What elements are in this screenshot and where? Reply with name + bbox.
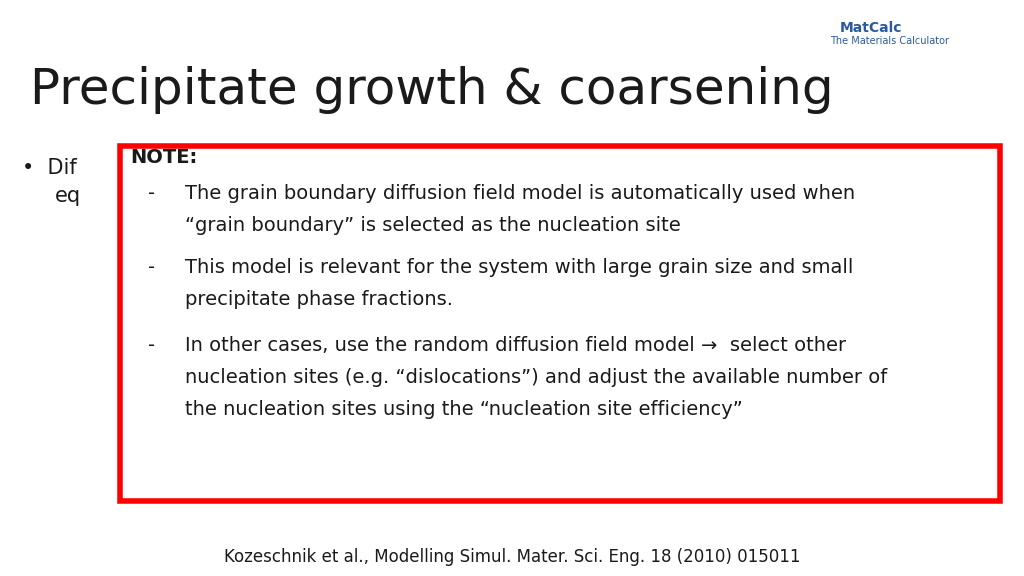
Text: MatCalc: MatCalc [840, 21, 902, 35]
Text: -: - [148, 258, 155, 277]
Text: Precipitate growth & coarsening: Precipitate growth & coarsening [30, 66, 834, 114]
Text: -: - [148, 184, 155, 203]
Text: In other cases, use the random diffusion field model →  select other: In other cases, use the random diffusion… [185, 336, 846, 355]
Text: -: - [148, 336, 155, 355]
Text: Kozeschnik et al., Modelling Simul. Mater. Sci. Eng. 18 (2010) 015011: Kozeschnik et al., Modelling Simul. Mate… [224, 548, 800, 566]
Text: The grain boundary diffusion field model is automatically used when: The grain boundary diffusion field model… [185, 184, 855, 203]
Text: “grain boundary” is selected as the nucleation site: “grain boundary” is selected as the nucl… [185, 216, 681, 235]
Text: nucleation sites (e.g. “dislocations”) and adjust the available number of: nucleation sites (e.g. “dislocations”) a… [185, 368, 887, 387]
Text: NOTE:: NOTE: [130, 148, 198, 167]
Text: eq: eq [55, 186, 81, 206]
Text: •  Dif: • Dif [22, 158, 77, 178]
Text: precipitate phase fractions.: precipitate phase fractions. [185, 290, 453, 309]
FancyBboxPatch shape [120, 146, 1000, 501]
Text: the nucleation sites using the “nucleation site efficiency”: the nucleation sites using the “nucleati… [185, 400, 742, 419]
Text: This model is relevant for the system with large grain size and small: This model is relevant for the system wi… [185, 258, 853, 277]
Text: The Materials Calculator: The Materials Calculator [830, 36, 949, 46]
